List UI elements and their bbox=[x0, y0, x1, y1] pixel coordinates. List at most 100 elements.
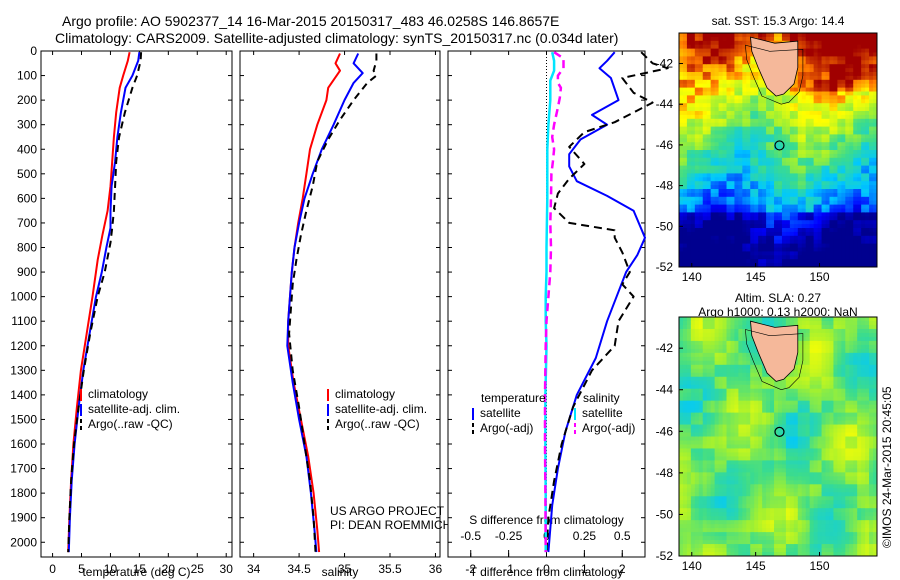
map-cell bbox=[825, 138, 830, 143]
map-cell bbox=[873, 150, 878, 155]
map-cell bbox=[698, 79, 704, 85]
map-cell bbox=[730, 239, 735, 245]
map-cell bbox=[762, 216, 767, 221]
map-cell bbox=[690, 95, 696, 100]
map-cell bbox=[785, 220, 791, 225]
map-cell bbox=[801, 204, 807, 209]
map-cell bbox=[793, 142, 799, 147]
map-cell bbox=[841, 192, 846, 198]
map-cell bbox=[722, 424, 728, 430]
map-cell bbox=[809, 169, 815, 174]
map-cell bbox=[766, 520, 771, 525]
map-cell bbox=[865, 173, 870, 178]
map-cell bbox=[754, 424, 759, 430]
map-cell bbox=[730, 360, 735, 366]
map-cell bbox=[837, 157, 842, 163]
map-cell bbox=[801, 40, 807, 46]
map-cell bbox=[845, 251, 850, 256]
map-cell bbox=[706, 251, 712, 256]
map-cell bbox=[774, 504, 779, 509]
map-cell bbox=[742, 332, 747, 338]
map-cell bbox=[841, 126, 846, 131]
map-cell bbox=[813, 48, 819, 53]
map-cell bbox=[849, 231, 854, 237]
map-cell bbox=[718, 372, 724, 378]
map-cell bbox=[686, 157, 692, 163]
map-cell bbox=[762, 320, 767, 326]
map-cell bbox=[682, 36, 688, 42]
map-cell bbox=[750, 540, 755, 545]
map-cell bbox=[849, 200, 854, 206]
map-cell bbox=[778, 161, 783, 167]
map-cell bbox=[809, 181, 815, 186]
map-cell bbox=[742, 432, 747, 437]
map-cell bbox=[785, 134, 791, 139]
map-cell bbox=[770, 114, 775, 120]
map-cell bbox=[710, 344, 716, 350]
map-cell bbox=[738, 255, 743, 260]
map-cell bbox=[829, 185, 834, 190]
map-cell bbox=[754, 146, 759, 151]
map-cell bbox=[730, 472, 735, 477]
map-cell bbox=[718, 448, 724, 453]
map-cell bbox=[726, 496, 731, 501]
map-cell bbox=[714, 460, 720, 465]
map-cell bbox=[690, 317, 696, 322]
map-cell bbox=[857, 44, 862, 50]
map-cell bbox=[698, 153, 704, 159]
map-cell bbox=[690, 368, 696, 374]
map-cell bbox=[710, 408, 716, 414]
map-cell bbox=[702, 118, 708, 124]
map-cell bbox=[793, 243, 799, 248]
map-cell bbox=[718, 344, 724, 350]
map-cell bbox=[706, 372, 712, 378]
map-cell bbox=[758, 150, 763, 155]
map-cell bbox=[813, 56, 819, 61]
map-cell bbox=[857, 107, 862, 112]
map-cell bbox=[702, 165, 708, 170]
map-cell bbox=[682, 177, 688, 182]
map-cell bbox=[809, 165, 815, 170]
map-cell bbox=[679, 130, 684, 135]
map-cell bbox=[714, 328, 720, 334]
map-cell bbox=[690, 392, 696, 398]
map-cell bbox=[714, 468, 720, 473]
map-cell bbox=[730, 480, 735, 485]
map-cell bbox=[738, 111, 743, 116]
map-cell bbox=[841, 169, 846, 174]
map-cell bbox=[778, 468, 783, 473]
map-cell bbox=[679, 212, 684, 217]
map-cell bbox=[781, 424, 787, 430]
map-cell bbox=[833, 95, 838, 100]
map-cell bbox=[706, 476, 712, 481]
map-cell bbox=[738, 472, 743, 477]
map-cell bbox=[825, 126, 830, 131]
map-cell bbox=[821, 79, 827, 85]
map-cell bbox=[734, 255, 739, 260]
map-cell bbox=[829, 103, 834, 108]
map-cell bbox=[706, 320, 712, 326]
map-cell bbox=[849, 118, 854, 124]
map-cell bbox=[746, 444, 751, 449]
map-cell bbox=[690, 448, 696, 453]
map-cell bbox=[817, 64, 823, 69]
map-cell bbox=[758, 404, 763, 410]
map-cell bbox=[679, 396, 684, 402]
map-cell bbox=[869, 173, 874, 178]
map-cell bbox=[738, 452, 743, 457]
map-cell bbox=[714, 396, 720, 402]
map-cell bbox=[690, 352, 696, 358]
map-cell bbox=[853, 181, 858, 186]
map-cell bbox=[718, 324, 724, 330]
map-cell bbox=[746, 134, 751, 139]
map-cell bbox=[754, 492, 759, 497]
map-cell bbox=[766, 512, 771, 517]
map-cell bbox=[702, 56, 708, 61]
map-cell bbox=[821, 36, 827, 42]
map-cell bbox=[702, 528, 708, 533]
map-cell bbox=[726, 328, 731, 334]
map-cell bbox=[813, 165, 819, 170]
map-cell bbox=[742, 235, 747, 241]
map-cell bbox=[833, 44, 838, 50]
map-cell bbox=[857, 263, 862, 268]
